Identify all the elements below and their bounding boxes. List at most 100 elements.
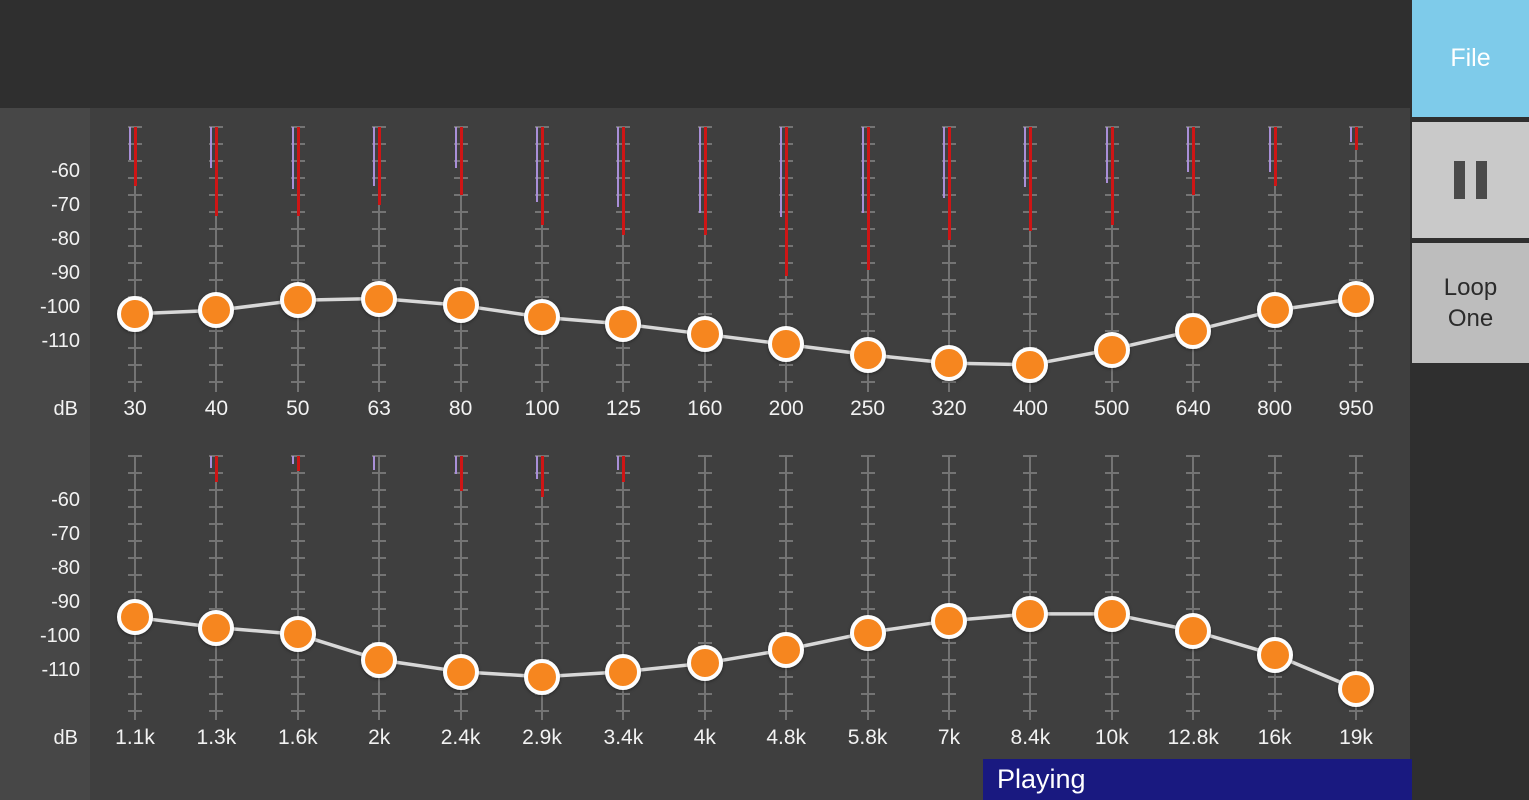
slider-knob-16k[interactable] [1256, 636, 1293, 673]
freq-label: 100 [524, 397, 560, 420]
slider-track-2.4k[interactable] [459, 455, 462, 720]
db-axis-label: -100 [39, 625, 80, 647]
spectrum-meter-red [1355, 127, 1358, 150]
slider-knob-400[interactable] [1012, 346, 1049, 383]
slider-track-12.8k[interactable] [1192, 455, 1195, 720]
spectrum-meter-red [215, 456, 219, 482]
slider-knob-3.4k[interactable] [605, 653, 642, 690]
slider-track-4k[interactable] [703, 455, 706, 720]
slider-knob-320[interactable] [931, 345, 967, 382]
freq-label: 10k [1094, 726, 1129, 749]
freq-label: 1.3k [196, 726, 237, 749]
slider-track-80[interactable] [459, 126, 462, 392]
file-button[interactable]: File [1412, 0, 1529, 117]
slider-knob-63[interactable] [361, 280, 398, 317]
slider-knob-500[interactable] [1093, 331, 1130, 368]
slider-track-800[interactable] [1273, 126, 1276, 392]
slider-knob-2k[interactable] [361, 641, 398, 678]
slider-track-16k[interactable] [1273, 455, 1276, 720]
freq-label: 8.4k [1010, 726, 1051, 749]
slider-track-5.8k[interactable] [866, 455, 869, 720]
slider-track-1.1k[interactable] [134, 455, 136, 720]
slider-track-1.3k[interactable] [215, 455, 218, 720]
slider-knob-12.8k[interactable] [1175, 612, 1212, 649]
spectrum-meter-red [1192, 127, 1196, 195]
pause-button[interactable] [1412, 122, 1529, 238]
slider-track-160[interactable] [703, 126, 706, 392]
db-axis-label: -60 [51, 160, 80, 182]
freq-label: 50 [286, 397, 310, 420]
spectrum-meter-red [378, 127, 382, 205]
slider-track-2k[interactable] [378, 455, 381, 720]
slider-knob-4.8k[interactable] [768, 631, 805, 668]
spectrum-meter-purple [536, 127, 538, 202]
slider-knob-2.4k[interactable] [442, 653, 479, 690]
spectrum-meter-purple [454, 127, 457, 168]
spectrum-meter-red [459, 456, 463, 491]
slider-track-100[interactable] [541, 126, 543, 392]
file-button-label: File [1450, 44, 1491, 72]
slider-knob-7k[interactable] [931, 602, 967, 639]
spectrum-meter-purple [617, 456, 620, 470]
slider-track-19k[interactable] [1355, 455, 1357, 720]
slider-track-30[interactable] [134, 126, 136, 392]
spectrum-meter-red [541, 127, 544, 225]
freq-label: 160 [687, 397, 723, 420]
db-axis-label: -110 [41, 330, 80, 352]
spectrum-meter-purple [373, 127, 376, 186]
slider-knob-250[interactable] [849, 336, 886, 373]
slider-knob-30[interactable] [117, 295, 153, 332]
spectrum-meter-purple [210, 127, 213, 168]
slider-track-40[interactable] [215, 126, 218, 392]
slider-track-63[interactable] [378, 126, 381, 392]
slider-knob-950[interactable] [1338, 280, 1374, 317]
slider-track-4.8k[interactable] [785, 455, 788, 720]
slider-knob-50[interactable] [279, 282, 316, 319]
spectrum-meter-purple [1024, 127, 1027, 187]
loop-one-button[interactable]: Loop One [1412, 243, 1529, 363]
slider-track-400[interactable] [1029, 126, 1032, 392]
playback-status-bar: Playing [983, 759, 1412, 800]
slider-track-125[interactable] [622, 126, 625, 392]
slider-knob-160[interactable] [686, 316, 723, 353]
slider-track-50[interactable] [296, 126, 299, 392]
spectrum-meter-red [541, 456, 544, 497]
slider-track-640[interactable] [1192, 126, 1195, 392]
loop-button-label: Loop One [1443, 273, 1498, 332]
slider-track-3.4k[interactable] [622, 455, 625, 720]
spectrum-meter-red [1029, 127, 1033, 231]
db-axis-label: -60 [51, 489, 80, 511]
slider-knob-640[interactable] [1175, 312, 1212, 349]
slider-knob-800[interactable] [1256, 292, 1293, 329]
slider-knob-1.6k[interactable] [279, 616, 316, 653]
freq-label: 19k [1339, 726, 1373, 749]
freq-label: 12.8k [1167, 726, 1219, 749]
spectrum-meter-red [622, 127, 626, 235]
slider-knob-10k[interactable] [1093, 595, 1130, 632]
slider-knob-100[interactable] [524, 299, 560, 336]
slider-knob-19k[interactable] [1338, 670, 1374, 707]
slider-knob-5.8k[interactable] [849, 614, 886, 651]
slider-track-7k[interactable] [948, 455, 950, 720]
spectrum-meter-purple [780, 127, 783, 217]
slider-track-500[interactable] [1110, 126, 1113, 392]
slider-track-320[interactable] [948, 126, 950, 392]
slider-knob-2.9k[interactable] [524, 658, 560, 695]
freq-label: 80 [448, 397, 473, 420]
spectrum-meter-red [296, 127, 300, 216]
spectrum-meter-red [622, 456, 626, 482]
slider-knob-80[interactable] [442, 287, 479, 324]
slider-knob-1.3k[interactable] [198, 609, 235, 646]
slider-track-10k[interactable] [1110, 455, 1113, 720]
slider-knob-4k[interactable] [686, 645, 723, 682]
spectrum-meter-purple [454, 456, 457, 474]
spectrum-meter-red [459, 127, 463, 195]
slider-track-2.9k[interactable] [541, 455, 543, 720]
slider-track-1.6k[interactable] [296, 455, 299, 720]
freq-label: 4k [693, 726, 716, 749]
spectrum-meter-red [1110, 127, 1114, 225]
slider-track-950[interactable] [1355, 126, 1357, 392]
freq-label: 2k [368, 726, 391, 749]
slider-track-8.4k[interactable] [1029, 455, 1032, 720]
